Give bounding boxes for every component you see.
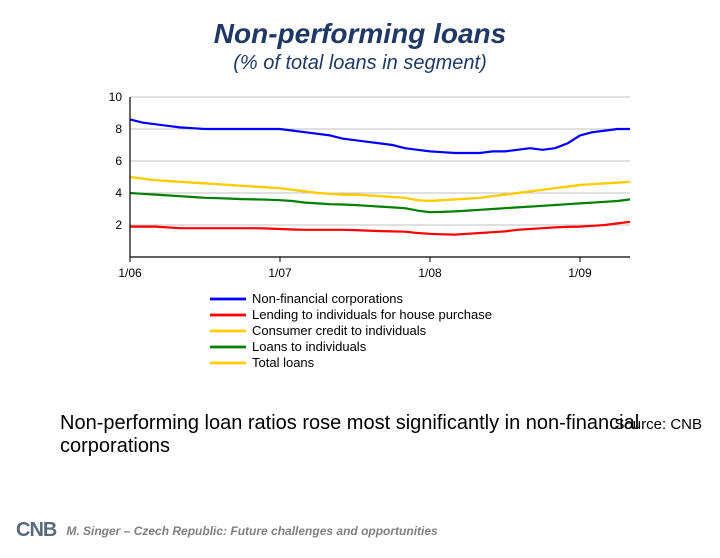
chart-subtitle: (% of total loans in segment)	[0, 52, 720, 75]
svg-text:10: 10	[109, 90, 123, 104]
svg-text:1/09: 1/09	[568, 266, 592, 280]
chart-title: Non-performing loans	[0, 18, 720, 50]
svg-text:Loans to individuals: Loans to individuals	[252, 339, 367, 354]
svg-text:Non-financial corporations: Non-financial corporations	[252, 291, 404, 306]
svg-text:1/06: 1/06	[118, 266, 142, 280]
cnb-logo: CNB	[16, 519, 56, 542]
slide-footer: CNB M. Singer – Czech Republic: Future c…	[16, 519, 438, 542]
svg-text:Lending to individuals for hou: Lending to individuals for house purchas…	[252, 307, 492, 322]
footer-credit: M. Singer – Czech Republic: Future chall…	[66, 524, 437, 538]
svg-text:2: 2	[115, 218, 122, 232]
svg-text:1/08: 1/08	[418, 266, 442, 280]
line-chart: 2 4 6 8 10 1/06 1/07 1/08 1/09 Non-financial corp…	[80, 87, 640, 379]
caption-text: Non-performing loan ratios rose most sig…	[60, 412, 660, 458]
svg-text:4: 4	[115, 186, 122, 200]
chart-container: 2 4 6 8 10 1/06 1/07 1/08 1/09 Non-financial corp…	[80, 87, 640, 384]
svg-text:1/07: 1/07	[268, 266, 292, 280]
svg-text:6: 6	[115, 154, 122, 168]
svg-text:8: 8	[115, 122, 122, 136]
svg-text:Consumer credit to individuals: Consumer credit to individuals	[252, 323, 427, 338]
svg-text:Total loans: Total loans	[252, 355, 315, 370]
source-text: Source: CNB	[614, 416, 702, 433]
